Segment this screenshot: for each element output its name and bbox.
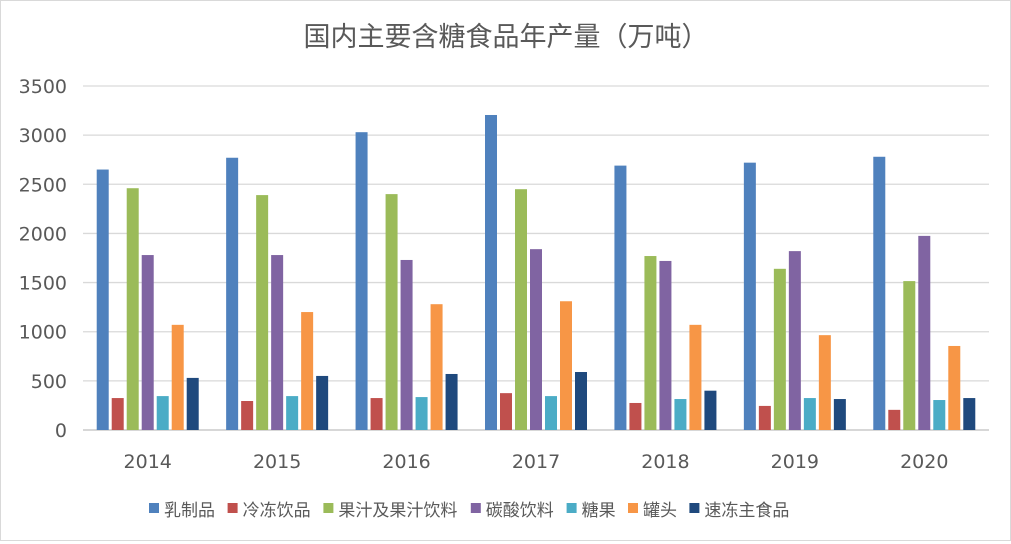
bar xyxy=(226,157,239,430)
x-tick-label: 2019 xyxy=(771,451,819,473)
y-tick-label: 1500 xyxy=(19,273,67,295)
legend-label: 碳酸饮料 xyxy=(486,501,554,521)
bar xyxy=(400,259,413,430)
bar xyxy=(918,235,931,430)
y-tick-label: 2500 xyxy=(19,174,67,196)
y-tick-label: 3500 xyxy=(19,76,67,98)
bar xyxy=(286,396,299,430)
y-tick-label: 1000 xyxy=(19,322,67,344)
legend-label: 速冻主食品 xyxy=(704,501,789,521)
legend: 乳制品 冷冻饮品 果汁及果汁饮料 碳酸饮料 糖果 罐头 速冻主食品 xyxy=(149,501,789,521)
bar xyxy=(271,255,284,430)
legend-label: 糖果 xyxy=(582,501,616,521)
bar xyxy=(903,281,916,430)
legend-swatch xyxy=(566,503,577,513)
chart-title: 国内主要含糖食品年产量（万吨） xyxy=(304,22,709,53)
x-tick-label: 2015 xyxy=(253,451,301,473)
bar xyxy=(758,405,771,430)
bar xyxy=(445,373,458,430)
bar xyxy=(963,398,976,430)
bar xyxy=(500,393,512,430)
bar xyxy=(515,189,527,430)
x-tick-label: 2017 xyxy=(512,451,560,473)
y-tick-label: 500 xyxy=(31,371,67,393)
legend-label: 冷冻饮品 xyxy=(243,501,311,521)
bar xyxy=(485,114,497,430)
bar xyxy=(385,194,398,430)
bar xyxy=(933,400,946,430)
legend-label: 果汁及果汁饮料 xyxy=(338,501,457,521)
bar xyxy=(111,398,124,430)
bar xyxy=(644,256,657,430)
bar xyxy=(241,401,254,430)
bar xyxy=(575,372,587,430)
bar xyxy=(773,268,786,430)
legend-swatch xyxy=(149,503,159,513)
bar xyxy=(873,156,886,430)
bar xyxy=(659,260,672,430)
legend-swatch xyxy=(689,503,700,513)
bar xyxy=(833,399,846,430)
y-tick-label: 2000 xyxy=(19,223,67,245)
legend-swatch xyxy=(628,503,638,513)
bar xyxy=(530,249,542,430)
bar xyxy=(370,398,383,430)
bar xyxy=(948,345,961,430)
bar xyxy=(674,399,687,430)
y-tick-label: 3000 xyxy=(19,125,67,147)
bar xyxy=(788,251,801,430)
legend-swatch xyxy=(470,503,481,513)
legend-label: 罐头 xyxy=(643,501,677,521)
x-tick-label: 2020 xyxy=(900,451,948,473)
bar xyxy=(126,188,139,430)
bar xyxy=(629,402,642,430)
legend-swatch xyxy=(323,503,334,513)
bar xyxy=(430,304,443,430)
bar xyxy=(689,324,702,430)
legend-swatch xyxy=(227,503,238,513)
bar xyxy=(743,162,756,431)
bar xyxy=(316,375,329,430)
bar xyxy=(96,169,109,431)
x-axis-ticks: 2014 2015 2016 2017 2018 2019 2020 xyxy=(124,451,949,473)
bar xyxy=(803,398,816,430)
x-tick-label: 2018 xyxy=(641,451,689,473)
y-tick-label: 0 xyxy=(55,420,67,442)
bar xyxy=(171,324,184,430)
bar xyxy=(818,335,831,430)
legend-label: 乳制品 xyxy=(164,501,215,521)
bar xyxy=(704,390,717,430)
bar xyxy=(614,165,627,430)
bars xyxy=(96,114,976,431)
bar xyxy=(186,377,199,430)
bar xyxy=(888,409,901,430)
x-tick-label: 2014 xyxy=(124,451,172,473)
bar xyxy=(301,312,314,430)
bar xyxy=(545,396,557,430)
x-tick-label: 2016 xyxy=(382,451,430,473)
bar xyxy=(156,396,169,430)
bar xyxy=(256,195,269,430)
bar xyxy=(141,255,154,430)
y-axis-ticks: 0 500 1000 1500 2000 2500 3000 3500 xyxy=(19,76,67,442)
bar xyxy=(355,132,368,431)
bar xyxy=(560,301,572,430)
bar xyxy=(415,397,428,430)
